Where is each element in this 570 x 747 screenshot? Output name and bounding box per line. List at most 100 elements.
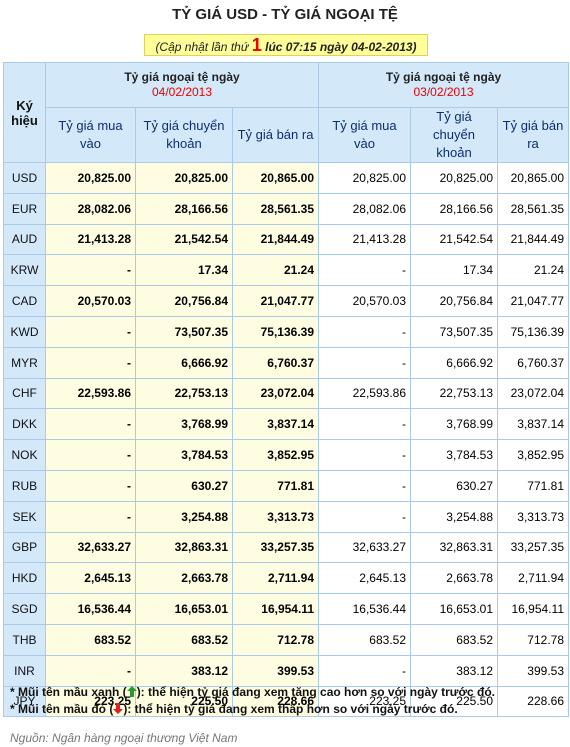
- up-arrow-icon: [126, 686, 137, 697]
- rate-cell: 16,536.44: [318, 593, 411, 625]
- rate-cell: 712.78: [497, 623, 569, 656]
- rate-cell: 383.12: [410, 654, 498, 687]
- down-arrow-icon: [113, 703, 124, 714]
- rate-cell: 28,166.56: [135, 192, 233, 225]
- table-row: AUD 21,413.28 21,542.54 21,844.49 21,413.28 2…: [3, 223, 569, 256]
- table-row: MYR -6,666.92 6,760.37-6,666.92 6,760.37: [3, 346, 569, 379]
- rate-cell: -: [318, 315, 411, 348]
- currency-code: KRW: [3, 254, 46, 287]
- table-row: THB 683.52 683.52 712.78 683.52 683.52 712.78: [3, 623, 569, 656]
- table-row: SEK -3,254.88 3,313.73-3,254.88 3,313.73: [3, 500, 569, 533]
- currency-code: THB: [3, 623, 46, 656]
- rate-cell: 17.34: [135, 254, 233, 287]
- note: * Mũi tên mầu đỏ (): thể hiện tỷ giá đan…: [10, 701, 495, 718]
- rate-cell: 20,865.00: [232, 162, 319, 194]
- rate-cell: 3,784.53: [135, 439, 233, 471]
- rate-cell: 21.24: [497, 254, 569, 287]
- column-header: Tỷ giá mua vào: [318, 107, 411, 163]
- rate-cell: 21.24: [232, 254, 319, 287]
- rate-cell: 21,413.28: [318, 223, 411, 256]
- currency-code: DKK: [3, 408, 46, 441]
- rate-cell: 22,753.13: [135, 377, 233, 410]
- table-row: CHF 22,593.86 22,753.13 23,072.04 22,593.86 2…: [3, 377, 569, 410]
- rate-cell: -: [318, 500, 411, 533]
- table-row: DKK -3,768.99 3,837.14-3,768.99 3,837.14: [3, 408, 569, 441]
- rate-cell: 21,047.77: [232, 285, 319, 317]
- table-row: USD 20,825.00 20,825.00 20,865.00 20,825.00 2…: [3, 162, 569, 194]
- rate-cell: 75,136.39: [497, 315, 569, 348]
- rate-cell: 683.52: [45, 623, 136, 656]
- rate-cell: -: [318, 654, 411, 687]
- rate-cell: 225.50: [135, 685, 233, 718]
- code-header: Ký hiệu: [3, 62, 46, 163]
- table-row: NOK -3,784.53 3,852.95-3,784.53 3,852.95: [3, 439, 569, 471]
- group-header: Tỷ giá ngoại tệ ngày 04/02/2013: [45, 62, 319, 108]
- currency-code: SEK: [3, 500, 46, 533]
- rate-cell: 771.81: [232, 469, 319, 502]
- rate-cell: 683.52: [318, 623, 411, 656]
- rate-cell: 399.53: [497, 654, 569, 687]
- currency-code: CHF: [3, 377, 46, 410]
- rate-cell: -: [45, 439, 136, 471]
- table-row: SGD 16,536.44 16,653.01 16,954.11 16,536.44 1…: [3, 593, 569, 625]
- rate-cell: -: [45, 315, 136, 348]
- rate-cell: 3,784.53: [410, 439, 498, 471]
- rate-cell: 75,136.39: [232, 315, 319, 348]
- group-date: 04/02/2013: [151, 85, 213, 99]
- rate-cell: -: [318, 254, 411, 287]
- rate-cell: -: [45, 408, 136, 441]
- rate-cell: 2,663.78: [410, 562, 498, 595]
- group-header: Tỷ giá ngoại tệ ngày 03/02/2013: [318, 62, 569, 108]
- notes: * Mũi tên mầu xanh (): thể hiện tỷ giá đ…: [10, 684, 495, 718]
- rate-cell: 21,047.77: [497, 285, 569, 317]
- rate-cell: -: [45, 500, 136, 533]
- rate-cell: 21,844.49: [232, 223, 319, 256]
- rate-cell: 28,561.35: [497, 192, 569, 225]
- rate-cell: 2,711.94: [232, 562, 319, 595]
- currency-code: CAD: [3, 285, 46, 317]
- table-row: HKD 2,645.13 2,663.78 2,711.94 2,645.13 2,663…: [3, 562, 569, 595]
- rate-cell: 21,542.54: [410, 223, 498, 256]
- rate-cell: -: [45, 254, 136, 287]
- rate-cell: 20,756.84: [410, 285, 498, 317]
- rate-cell: 225.50: [410, 685, 498, 718]
- rate-cell: 21,413.28: [45, 223, 136, 256]
- rate-cell: 712.78: [232, 623, 319, 656]
- rate-cell: 20,570.03: [318, 285, 411, 317]
- table-row: RUB -630.27 771.81-630.27 771.81: [3, 469, 569, 502]
- rate-cell: 6,760.37: [232, 346, 319, 379]
- currency-code: MYR: [3, 346, 46, 379]
- currency-code: GBP: [3, 531, 46, 564]
- rate-cell: 6,666.92: [135, 346, 233, 379]
- rate-cell: 28,082.06: [318, 192, 411, 225]
- rate-cell: 399.53: [232, 654, 319, 687]
- rate-cell: 6,760.37: [497, 346, 569, 379]
- group-date: 03/02/2013: [413, 85, 474, 99]
- rate-cell: 33,257.35: [497, 531, 569, 564]
- currency-code: SGD: [3, 593, 46, 625]
- rate-cell: -: [318, 346, 411, 379]
- rate-cell: 3,313.73: [497, 500, 569, 533]
- rate-cell: 16,653.01: [135, 593, 233, 625]
- title: TỶ GIÁ USD - TỶ GIÁ NGOẠI TỆ: [172, 6, 398, 23]
- rate-cell: 771.81: [497, 469, 569, 502]
- column-header: Tỷ giá bán ra: [232, 107, 319, 163]
- rate-cell: 3,837.14: [497, 408, 569, 441]
- table-row: KWD -73,507.35 75,136.39-73,507.35 75,136.3…: [3, 315, 569, 348]
- rate-cell: 22,593.86: [318, 377, 411, 410]
- currency-code: EUR: [3, 192, 46, 225]
- rate-cell: 16,536.44: [45, 593, 136, 625]
- note-text: * Mũi tên mầu xanh (: [10, 685, 127, 699]
- rate-cell: 17.34: [410, 254, 498, 287]
- rate-cell: 23,072.04: [497, 377, 569, 410]
- rate-cell: 33,257.35: [232, 531, 319, 564]
- note-text: * Mũi tên mầu đỏ (: [10, 702, 114, 716]
- update-prefix: (Cập nhật lần thứ: [155, 40, 252, 54]
- currency-code: RUB: [3, 469, 46, 502]
- rate-cell: 20,865.00: [497, 162, 569, 194]
- currency-code: JPY: [3, 685, 46, 718]
- rate-cell: 3,313.73: [232, 500, 319, 533]
- rate-cell: 21,542.54: [135, 223, 233, 256]
- rate-cell: 6,666.92: [410, 346, 498, 379]
